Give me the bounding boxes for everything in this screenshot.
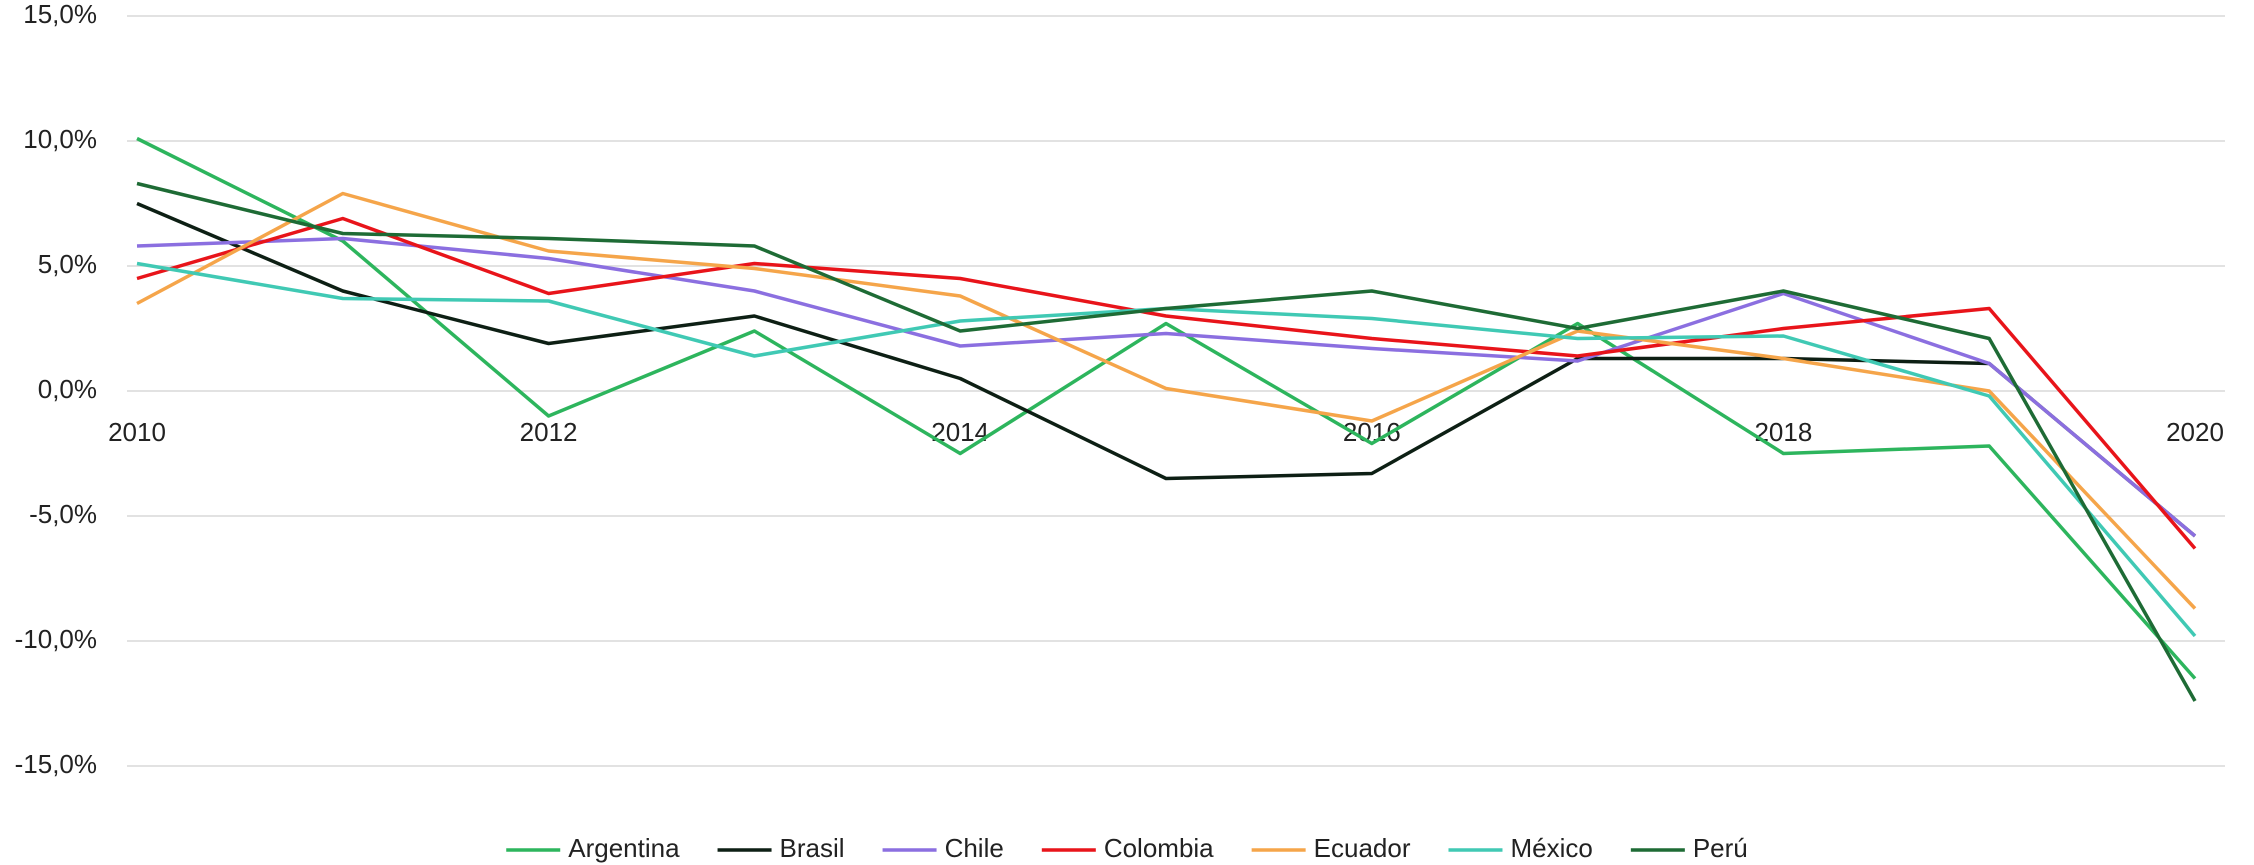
- series-line: [136, 136, 2197, 680]
- y-tick-label: 15,0%: [23, 0, 97, 29]
- y-tick-label: -10,0%: [15, 624, 97, 654]
- series-line: [136, 191, 2197, 610]
- legend-label: Ecuador: [1314, 833, 1411, 863]
- legend-label: Chile: [945, 833, 1004, 863]
- y-tick-label: 0,0%: [38, 374, 97, 404]
- series-line: [136, 201, 2197, 538]
- y-tick-label: 5,0%: [38, 249, 97, 279]
- x-tick-label: 2020: [2166, 417, 2224, 447]
- x-tick-label: 2010: [108, 417, 166, 447]
- x-tick-label: 2012: [520, 417, 578, 447]
- series-line: [136, 236, 2197, 538]
- legend-label: Argentina: [568, 833, 680, 863]
- series-line: [136, 181, 2197, 702]
- series-line: [136, 216, 2197, 550]
- legend-label: Brasil: [780, 833, 845, 863]
- legend-label: Perú: [1693, 833, 1748, 863]
- legend-label: México: [1510, 833, 1592, 863]
- y-tick-label: -15,0%: [15, 749, 97, 779]
- y-tick-label: 10,0%: [23, 124, 97, 154]
- legend-label: Colombia: [1104, 833, 1214, 863]
- y-tick-label: -5,0%: [29, 499, 97, 529]
